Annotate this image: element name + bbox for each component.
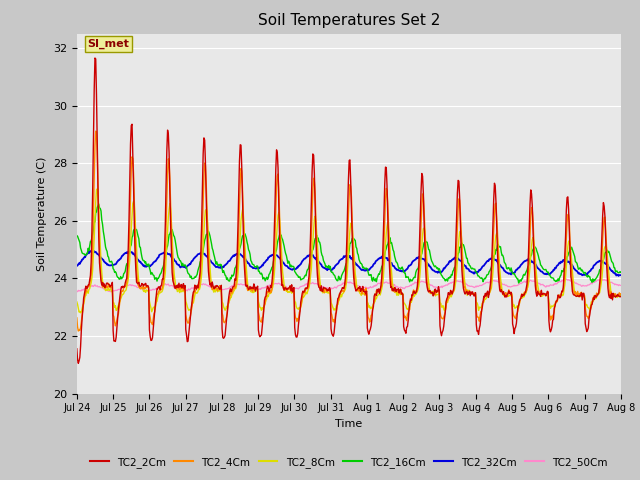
Text: SI_met: SI_met bbox=[88, 38, 129, 49]
X-axis label: Time: Time bbox=[335, 419, 362, 429]
Y-axis label: Soil Temperature (C): Soil Temperature (C) bbox=[37, 156, 47, 271]
Title: Soil Temperatures Set 2: Soil Temperatures Set 2 bbox=[258, 13, 440, 28]
Legend: TC2_2Cm, TC2_4Cm, TC2_8Cm, TC2_16Cm, TC2_32Cm, TC2_50Cm: TC2_2Cm, TC2_4Cm, TC2_8Cm, TC2_16Cm, TC2… bbox=[86, 453, 612, 472]
